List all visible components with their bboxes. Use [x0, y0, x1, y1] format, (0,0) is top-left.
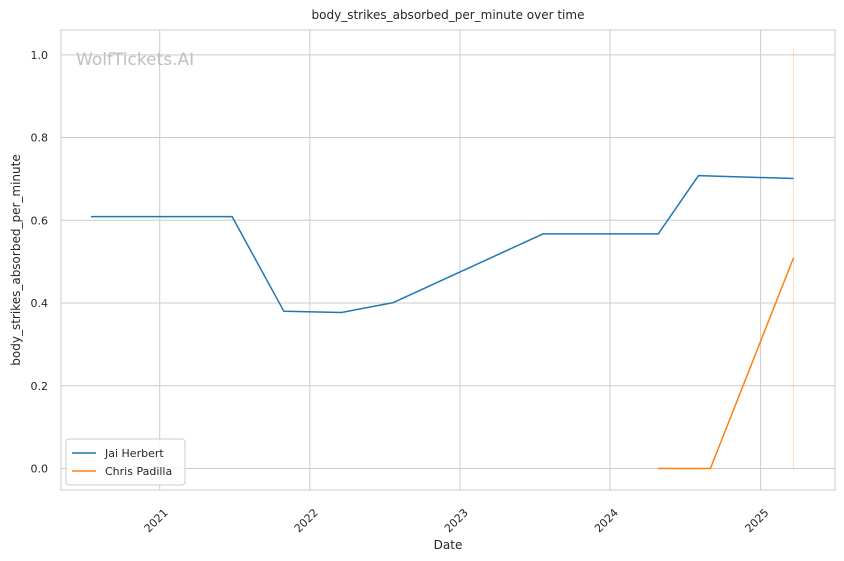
x-tick-label: 2022: [292, 506, 321, 535]
horizontal-gridlines: [61, 54, 835, 469]
y-tick-label: 0.0: [31, 462, 49, 475]
series-line-chris-padilla: [658, 257, 795, 470]
y-tick-label: 0.6: [31, 214, 49, 227]
y-tick-label: 0.2: [31, 380, 49, 393]
series-layer: [91, 48, 795, 470]
plot-area: [61, 30, 835, 490]
x-axis-label: Date: [434, 538, 463, 552]
chart-title: body_strikes_absorbed_per_minute over ti…: [312, 8, 585, 22]
watermark: WolfTickets.AI: [76, 50, 194, 70]
y-tick-label: 1.0: [31, 49, 49, 62]
x-tick-label: 2021: [142, 506, 171, 535]
legend-label-chris-padilla: Chris Padilla: [105, 465, 172, 478]
plot-frame: [60, 29, 836, 491]
y-tick-labels: 0.0 0.2 0.4 0.6 0.8 1.0: [31, 49, 49, 476]
x-tick-label: 2025: [743, 506, 772, 535]
x-tick-labels: 2021 2022 2023 2024 2025: [142, 506, 772, 535]
y-tick-label: 0.8: [31, 132, 49, 145]
legend-label-jai-herbert: Jai Herbert: [104, 447, 164, 460]
legend: Jai Herbert Chris Padilla: [65, 438, 186, 486]
legend-box: [65, 438, 186, 486]
x-tick-label: 2023: [442, 506, 471, 535]
vertical-gridlines: [159, 30, 762, 490]
y-tick-label: 0.4: [31, 297, 49, 310]
y-axis-label: body_strikes_absorbed_per_minute: [9, 154, 23, 365]
x-tick-label: 2024: [592, 506, 621, 535]
